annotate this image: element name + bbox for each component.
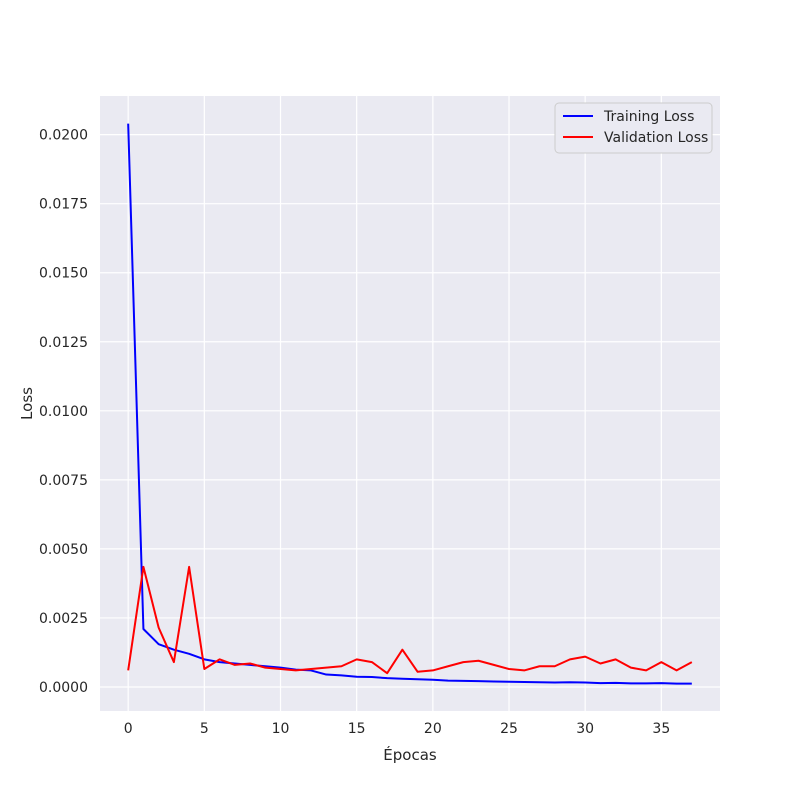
y-tick-label: 0.0050 <box>39 542 88 558</box>
y-tick-label: 0.0000 <box>39 680 88 696</box>
x-axis-ticks: 0 5 10 15 20 25 30 35 <box>124 721 671 737</box>
training-loss-line <box>127 123 692 685</box>
x-tick-label: 5 <box>200 721 209 737</box>
y-tick-label: 0.0125 <box>39 335 88 351</box>
y-axis-ticks: 0.0000 0.0025 0.0050 0.0075 0.0100 0.0125 0.01… <box>39 128 88 696</box>
grid-lines <box>100 96 720 711</box>
y-tick-label: 0.0075 <box>39 473 88 489</box>
x-tick-label: 30 <box>576 721 594 737</box>
y-tick-label: 0.0025 <box>39 611 88 627</box>
y-tick-label: 0.0175 <box>39 197 88 213</box>
x-tick-label: 10 <box>272 721 290 737</box>
legend-label: Validation Loss <box>604 130 708 146</box>
y-tick-label: 0.0100 <box>39 404 88 420</box>
y-axis-label: Loss <box>18 387 36 420</box>
x-tick-label: 0 <box>124 721 133 737</box>
x-tick-label: 35 <box>652 721 670 737</box>
x-tick-label: 15 <box>348 721 366 737</box>
x-axis-label: Épocas <box>383 745 437 764</box>
validation-loss-line <box>127 565 693 675</box>
legend-box <box>554 102 713 154</box>
plot-area <box>100 96 720 711</box>
legend: Training Loss Validation Loss <box>554 102 713 154</box>
y-tick-label: 0.0150 <box>39 266 88 282</box>
x-tick-label: 20 <box>424 721 442 737</box>
series-lines <box>127 123 693 685</box>
legend-label: Training Loss <box>603 109 694 125</box>
y-tick-label: 0.0200 <box>39 128 88 144</box>
x-tick-label: 25 <box>500 721 518 737</box>
